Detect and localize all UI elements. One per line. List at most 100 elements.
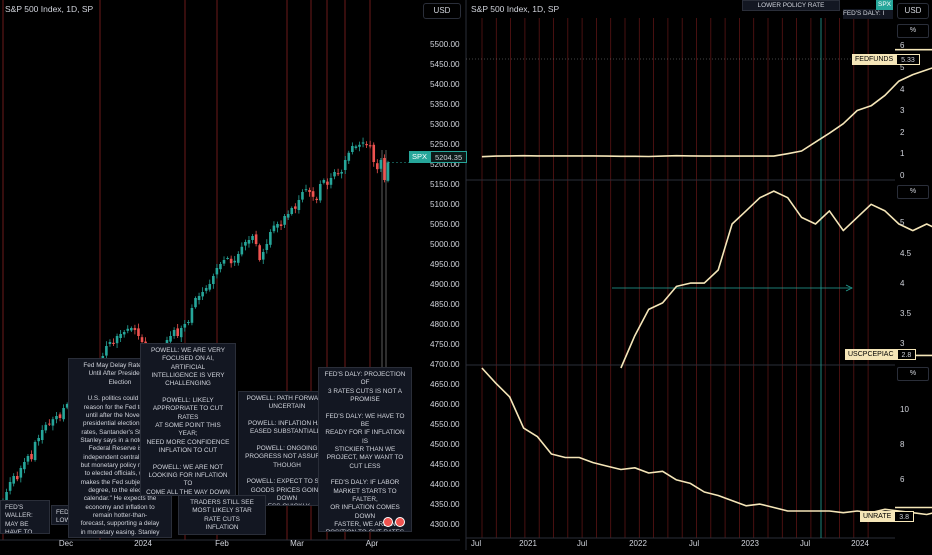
candle-body[interactable] <box>5 492 8 501</box>
candle-body[interactable] <box>386 162 390 181</box>
candle-body[interactable] <box>65 404 69 408</box>
left-price-axis[interactable]: 5500.00 5450.00 5400.00 5350.00 5300.00 5250.… <box>430 40 460 529</box>
candle-body[interactable] <box>290 208 294 214</box>
candle-body[interactable] <box>126 328 130 331</box>
candle-body[interactable] <box>212 276 215 284</box>
news-card-fed-lower[interactable]: FED'S LOWER <box>51 505 73 525</box>
candle-body[interactable] <box>37 438 40 442</box>
candle-body[interactable] <box>233 260 237 263</box>
candle-body[interactable] <box>48 423 51 425</box>
candle-body[interactable] <box>276 224 279 228</box>
event-flag-icon[interactable] <box>383 517 393 527</box>
candle-body[interactable] <box>340 172 343 174</box>
candle-body[interactable] <box>208 284 212 290</box>
candle-body[interactable] <box>358 144 361 147</box>
candle-body[interactable] <box>254 234 258 244</box>
candle-body[interactable] <box>286 214 290 218</box>
candle-body[interactable] <box>105 346 108 356</box>
candle-body[interactable] <box>108 342 112 344</box>
candle-body[interactable] <box>283 216 286 225</box>
candle-body[interactable] <box>197 296 201 300</box>
candle-body[interactable] <box>269 232 272 245</box>
candle-body[interactable] <box>261 252 265 260</box>
candle-body[interactable] <box>304 189 308 191</box>
candle-body[interactable] <box>326 181 329 185</box>
candle-body[interactable] <box>8 482 12 491</box>
candle-body[interactable] <box>40 430 44 440</box>
candle-body[interactable] <box>26 456 30 462</box>
candle-body[interactable] <box>12 476 15 484</box>
candle-body[interactable] <box>297 200 301 210</box>
news-card-waller[interactable]: FED'S WALLER: MAY BE HAVE TO CUT RATES S… <box>0 500 50 534</box>
candle-body[interactable] <box>58 414 62 418</box>
right-time-axis[interactable]: Jul 2021 Jul 2022 Jul 2023 Jul 2024 <box>471 539 870 548</box>
candle-body[interactable] <box>372 144 376 162</box>
candle-body[interactable] <box>112 342 115 344</box>
candle-body[interactable] <box>204 288 208 291</box>
macro-series[interactable] <box>481 48 932 516</box>
candle-body[interactable] <box>336 173 340 175</box>
candle-body[interactable] <box>23 462 26 470</box>
candle-body[interactable] <box>311 191 315 197</box>
candle-body[interactable] <box>333 172 336 177</box>
candle-body[interactable] <box>137 328 140 336</box>
candle-body[interactable] <box>62 408 65 420</box>
candle-body[interactable] <box>190 308 194 323</box>
candle-body[interactable] <box>140 337 144 342</box>
series-line-fedfunds[interactable] <box>481 48 932 158</box>
candle-body[interactable] <box>376 163 379 170</box>
candle-body[interactable] <box>51 419 55 426</box>
candle-body[interactable] <box>172 330 176 336</box>
candle-body[interactable] <box>130 328 133 331</box>
candle-body[interactable] <box>229 258 233 264</box>
candle-body[interactable] <box>30 454 33 460</box>
news-card-powell-ai[interactable]: POWELL: WE ARE VERY FOCUSED ON AI, ARTIF… <box>140 343 236 496</box>
candle-body[interactable] <box>351 146 354 152</box>
candle-body[interactable] <box>354 146 358 148</box>
candle-body[interactable] <box>222 260 226 264</box>
candle-body[interactable] <box>194 298 197 308</box>
series-line-uscpcepiac[interactable] <box>620 190 932 369</box>
left-currency-button[interactable]: USD <box>423 3 461 19</box>
candle-body[interactable] <box>219 264 222 270</box>
candle-body[interactable] <box>368 145 372 147</box>
candle-body[interactable] <box>183 324 187 328</box>
candle-body[interactable] <box>247 240 251 244</box>
candle-body[interactable] <box>122 332 126 335</box>
candle-body[interactable] <box>169 336 172 342</box>
candle-body[interactable] <box>322 180 326 183</box>
candle-body[interactable] <box>318 184 322 201</box>
candle-body[interactable] <box>240 246 244 255</box>
candle-body[interactable] <box>15 476 19 480</box>
candle-body[interactable] <box>301 192 304 200</box>
event-flag-icon-2[interactable] <box>395 517 405 527</box>
candle-body[interactable] <box>329 178 333 185</box>
candle-body[interactable] <box>244 242 247 246</box>
candlestick-series[interactable] <box>1 137 420 505</box>
candle-body[interactable] <box>361 142 365 144</box>
candle-body[interactable] <box>176 328 179 336</box>
candle-body[interactable] <box>236 254 240 263</box>
right-top-card[interactable]: LOWER POLICY RATE <box>742 0 840 11</box>
candle-body[interactable] <box>279 224 283 226</box>
candle-body[interactable] <box>265 244 269 250</box>
candle-body[interactable] <box>383 158 386 180</box>
candle-body[interactable] <box>365 144 368 146</box>
candle-body[interactable] <box>272 225 276 232</box>
candle-body[interactable] <box>215 268 219 275</box>
candle-body[interactable] <box>19 468 23 478</box>
news-card-traders[interactable]: TRADERS STILL SEE MOST LIKELY STAR RATE … <box>178 495 266 535</box>
left-time-axis[interactable]: Dec 2024 Feb Mar Apr <box>59 539 379 548</box>
candle-body[interactable] <box>258 245 261 260</box>
candle-body[interactable] <box>315 198 319 200</box>
candle-body[interactable] <box>201 292 204 297</box>
news-card-daly[interactable]: FED'S DALY: PROJECTION OF 3 RATES CUTS I… <box>318 367 412 532</box>
candle-body[interactable] <box>179 328 183 338</box>
right-currency-button[interactable]: USD <box>897 3 929 19</box>
candle-body[interactable] <box>133 328 137 330</box>
series-line-unrate[interactable] <box>481 367 932 516</box>
candle-body[interactable] <box>187 322 190 323</box>
right-top-event-label[interactable]: FED'S DALY: I <box>843 9 893 19</box>
candle-body[interactable] <box>308 190 311 192</box>
candle-body[interactable] <box>33 442 37 460</box>
